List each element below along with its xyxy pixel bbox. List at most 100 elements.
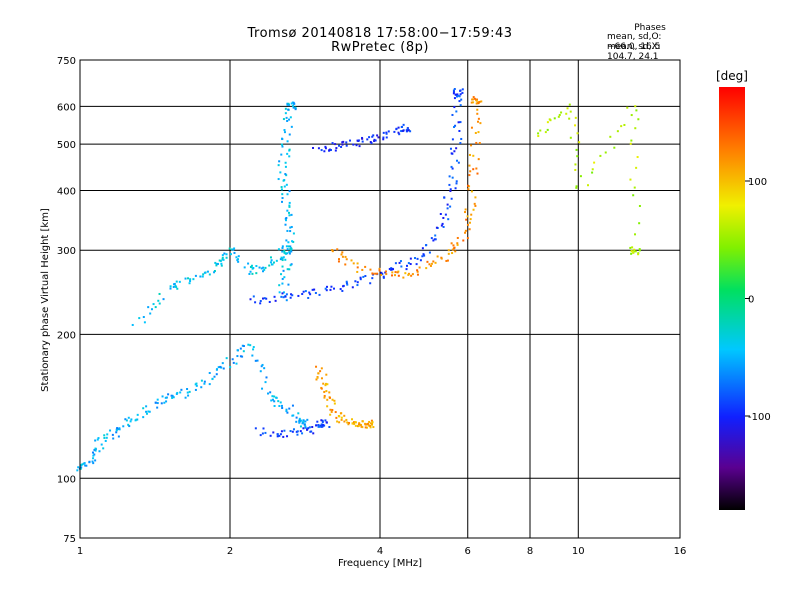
data-point [344,263,347,266]
data-point [320,387,323,390]
x-tick-label: 1 [77,546,83,557]
data-point [384,271,387,274]
data-point [325,421,328,424]
data-point [579,175,582,178]
data-point [233,247,236,250]
data-point [397,126,400,129]
data-point [85,464,88,467]
data-point [447,252,450,255]
data-point [304,420,307,423]
data-point [156,402,159,405]
data-point [352,262,355,265]
data-point [291,104,294,107]
data-point [474,204,477,207]
data-point [189,280,192,283]
data-point [318,425,321,428]
data-point [261,363,264,366]
data-point [464,229,467,232]
data-point [440,224,443,227]
data-point [371,423,374,426]
data-point [215,264,218,267]
data-point [322,382,325,385]
data-point [283,276,286,279]
data-point [280,200,283,203]
data-point [361,137,364,140]
data-point [165,400,168,403]
data-point [311,288,314,291]
data-point [449,205,452,208]
data-point [401,125,404,128]
data-point [91,460,94,463]
data-point [80,466,83,469]
data-point [249,344,252,347]
data-point [273,295,276,298]
data-point [329,148,332,151]
data-point [156,406,159,409]
data-point [242,345,245,348]
data-point [301,292,304,295]
data-point [455,182,458,185]
data-point [432,260,435,263]
data-point [400,265,403,268]
data-point [368,136,371,139]
data-point [477,131,480,134]
data-point [288,204,291,207]
data-point [291,240,294,243]
data-point [373,140,376,143]
data-point [434,238,437,241]
data-point [452,92,455,95]
data-point [333,402,336,405]
data-point [280,143,283,146]
data-point [203,380,206,383]
data-point [637,252,640,255]
data-point [307,427,310,430]
data-point [421,255,424,258]
data-point [98,450,101,453]
data-point [382,138,385,141]
data-point [593,161,596,164]
data-point [225,256,228,259]
data-point [247,343,250,346]
data-point [447,218,450,221]
data-point [288,268,291,271]
data-point [109,429,112,432]
data-point [307,296,310,299]
data-point [214,261,217,264]
data-point [316,420,319,423]
data-point [281,250,284,253]
y-tick-label: 500 [57,140,76,151]
data-point [301,432,304,435]
data-point [344,255,347,258]
data-point [458,129,461,132]
data-point [252,348,255,351]
data-point [345,141,348,144]
data-point [323,394,326,397]
data-point [356,284,359,287]
data-point [103,434,106,437]
data-point [225,357,228,360]
data-point [341,255,344,258]
data-point [455,147,458,150]
data-point [282,256,285,259]
data-point [93,453,96,456]
data-point [277,178,280,181]
data-point [232,248,235,251]
data-point [310,430,313,433]
x-tick-label: 6 [465,546,471,557]
data-point [94,447,97,450]
y-tick-label: 750 [57,56,76,67]
data-point [281,257,284,260]
data-point [331,249,334,252]
data-point [459,104,462,107]
data-point [255,272,258,275]
data-point [195,384,198,387]
data-point [334,149,337,152]
data-point [261,387,264,390]
data-point [630,252,633,255]
data-point [565,112,568,115]
data-point [88,460,91,463]
data-point [474,131,477,134]
data-point [447,249,450,252]
data-point [283,249,286,252]
data-point [475,99,478,102]
